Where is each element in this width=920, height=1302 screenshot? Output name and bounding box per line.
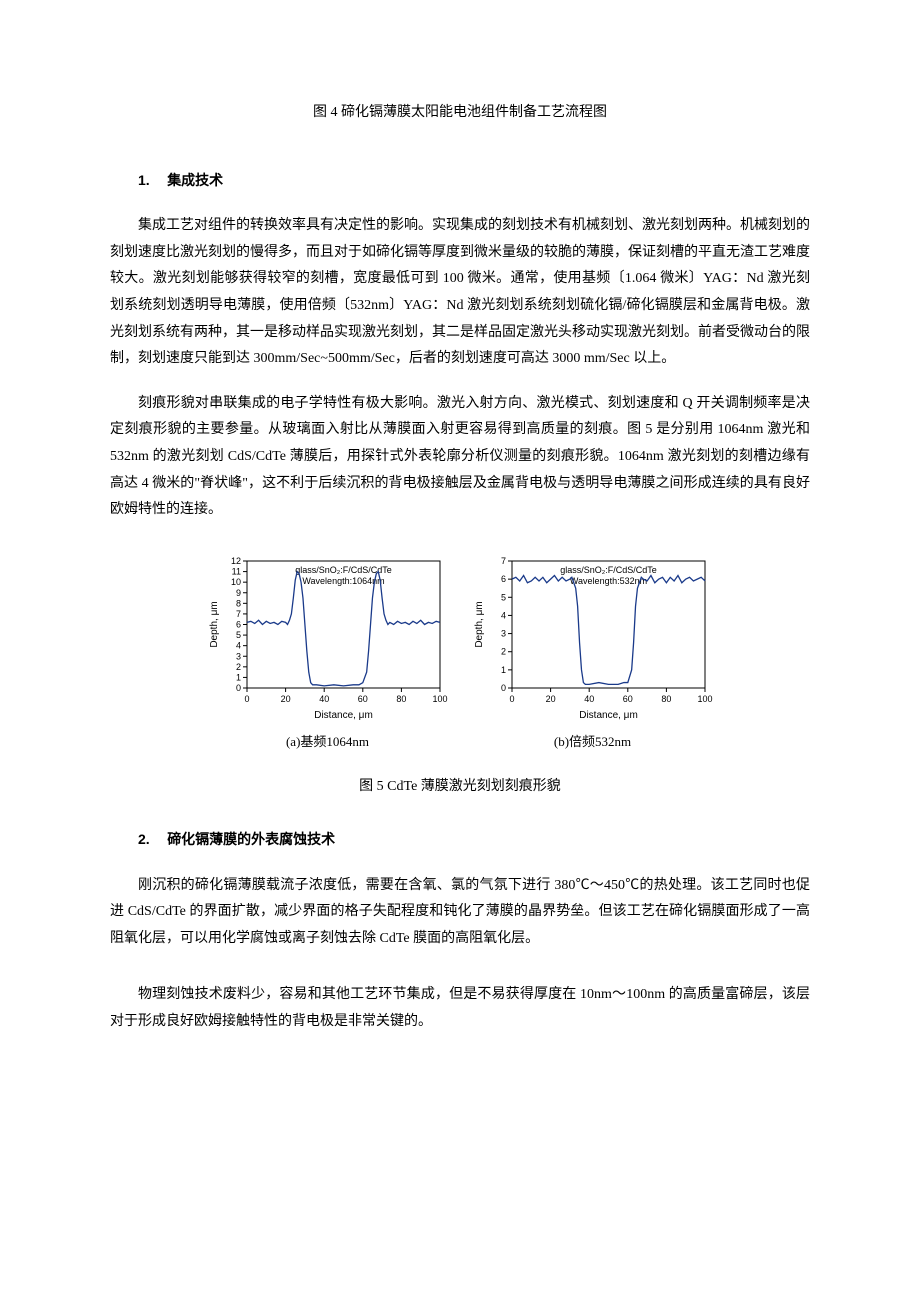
svg-text:6: 6 (236, 619, 241, 629)
svg-text:0: 0 (501, 683, 506, 693)
section-2-paragraph-2: 物理刻蚀技术废料少，容易和其他工艺环节集成，但是不易获得厚度在 10nm～100… (110, 982, 810, 1035)
svg-text:80: 80 (396, 694, 406, 704)
svg-text:6: 6 (501, 574, 506, 584)
svg-text:4: 4 (501, 610, 506, 620)
svg-text:20: 20 (281, 694, 291, 704)
figure-4-caption: 图 4 碲化镉薄膜太阳能电池组件制备工艺流程图 (110, 100, 810, 127)
svg-text:40: 40 (319, 694, 329, 704)
svg-text:0: 0 (509, 694, 514, 704)
svg-text:5: 5 (236, 630, 241, 640)
svg-text:10: 10 (231, 577, 241, 587)
section-1-paragraph-1: 集成工艺对组件的转换效率具有决定性的影响。实现集成的刻划技术有机械刻划、激光刻划… (110, 213, 810, 373)
svg-text:0: 0 (244, 694, 249, 704)
section-1-paragraph-2: 刻痕形貌对串联集成的电子学特性有极大影响。激光入射方向、激光模式、刻划速度和 Q… (110, 391, 810, 524)
svg-text:1: 1 (501, 665, 506, 675)
svg-text:Wavelength:1064nm: Wavelength:1064nm (302, 576, 384, 586)
svg-text:Distance, μm: Distance, μm (314, 710, 373, 721)
svg-text:Distance, μm: Distance, μm (579, 710, 638, 721)
svg-text:11: 11 (232, 566, 241, 576)
svg-text:60: 60 (358, 694, 368, 704)
svg-text:80: 80 (661, 694, 671, 704)
chart-b: 0 20 40 60 80 100 0 1 2 3 4 5 6 7 Distance, μm Depth, μ… (470, 549, 715, 724)
section-1-title: 集成技术 (167, 174, 223, 189)
svg-text:40: 40 (584, 694, 594, 704)
section-1-number: 1. (138, 167, 150, 194)
chart-a: 0204060801000123456789101112Distance, μm… (205, 549, 450, 724)
svg-text:12: 12 (231, 556, 241, 566)
svg-text:8: 8 (236, 598, 241, 608)
svg-text:Wavelength:532nm: Wavelength:532nm (570, 576, 647, 586)
svg-text:2: 2 (236, 662, 241, 672)
section-2-number: 2. (138, 826, 150, 853)
section-1-heading: 1. 集成技术 (110, 167, 810, 196)
svg-text:2: 2 (501, 646, 506, 656)
svg-text:100: 100 (432, 694, 447, 704)
svg-text:3: 3 (501, 628, 506, 638)
svg-text:0: 0 (236, 683, 241, 693)
svg-text:3: 3 (236, 651, 241, 661)
chart-a-container: 0204060801000123456789101112Distance, μm… (205, 549, 450, 755)
svg-text:Depth, μm: Depth, μm (474, 601, 485, 647)
svg-text:4: 4 (236, 640, 241, 650)
svg-text:20: 20 (546, 694, 556, 704)
chart-b-caption: (b)倍频532nm (554, 730, 631, 755)
svg-text:9: 9 (236, 587, 241, 597)
svg-text:7: 7 (501, 556, 506, 566)
svg-text:100: 100 (697, 694, 712, 704)
section-2-heading: 2. 碲化镉薄膜的外表腐蚀技术 (110, 826, 810, 855)
chart-b-container: 0 20 40 60 80 100 0 1 2 3 4 5 6 7 Distance, μm Depth, μ… (470, 549, 715, 755)
svg-text:7: 7 (236, 609, 241, 619)
svg-text:1: 1 (236, 672, 241, 682)
section-2-paragraph-1: 刚沉积的碲化镉薄膜载流子浓度低，需要在含氧、氯的气氛下进行 380℃～450℃的… (110, 873, 810, 953)
svg-text:60: 60 (623, 694, 633, 704)
svg-text:Depth, μm: Depth, μm (209, 601, 220, 647)
svg-text:5: 5 (501, 592, 506, 602)
figure-5-charts: 0204060801000123456789101112Distance, μm… (110, 549, 810, 755)
chart-a-caption: (a)基频1064nm (286, 730, 369, 755)
section-2-title: 碲化镉薄膜的外表腐蚀技术 (167, 833, 335, 848)
svg-text:glass/SnO₂:F/CdS/CdTe: glass/SnO₂:F/CdS/CdTe (560, 565, 657, 575)
figure-5-caption: 图 5 CdTe 薄膜激光刻划刻痕形貌 (110, 774, 810, 801)
